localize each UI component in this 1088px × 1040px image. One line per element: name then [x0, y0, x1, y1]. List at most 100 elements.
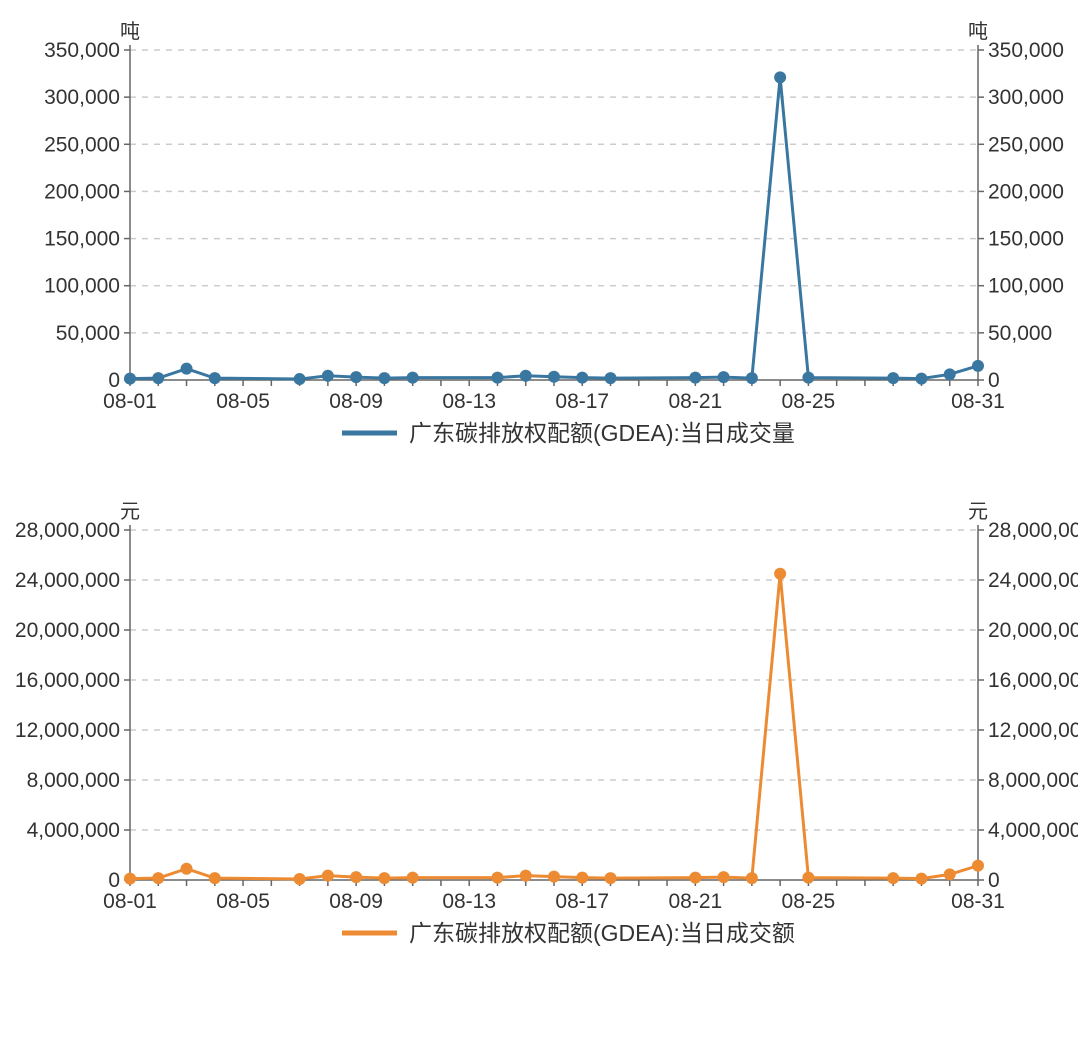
data-point — [774, 71, 786, 83]
data-point — [548, 371, 560, 383]
data-point — [209, 872, 221, 884]
y-right-tick: 300,000 — [988, 86, 1064, 109]
data-point — [887, 372, 899, 384]
data-point — [378, 872, 390, 884]
x-tick-label: 08-17 — [555, 390, 609, 413]
y-left-tick: 0 — [108, 869, 120, 892]
x-tick-label: 08-01 — [103, 890, 157, 913]
data-point — [774, 568, 786, 580]
data-point — [972, 860, 984, 872]
y-left-tick: 50,000 — [56, 322, 120, 345]
x-tick-label: 08-21 — [668, 890, 722, 913]
data-point — [322, 870, 334, 882]
x-tick-label: 08-17 — [555, 890, 609, 913]
series-line — [130, 574, 978, 879]
y-left-tick: 24,000,000 — [15, 569, 120, 592]
data-point — [576, 872, 588, 884]
x-tick-label: 08-13 — [442, 390, 496, 413]
legend-label: 广东碳排放权配额(GDEA):当日成交额 — [409, 920, 795, 946]
data-point — [350, 371, 362, 383]
y-left-tick: 350,000 — [44, 39, 120, 62]
x-tick-label: 08-25 — [782, 890, 836, 913]
data-point — [548, 871, 560, 883]
y-right-tick: 50,000 — [988, 322, 1052, 345]
y-left-tick: 250,000 — [44, 133, 120, 156]
y-right-tick: 0 — [988, 869, 1000, 892]
y-left-tick: 20,000,000 — [15, 619, 120, 642]
data-point — [350, 871, 362, 883]
y-right-tick: 350,000 — [988, 39, 1064, 62]
x-tick-label: 08-13 — [442, 890, 496, 913]
amount-chart: 0 0 4,000,000 4,000,000 8,000,000 8,000,000 12… — [10, 470, 1078, 970]
y-right-tick: 12,000,000 — [988, 719, 1078, 742]
x-tick-label: 08-05 — [216, 890, 270, 913]
y-left-tick: 200,000 — [44, 180, 120, 203]
x-tick-label: 08-31 — [951, 890, 1005, 913]
y-left-tick: 100,000 — [44, 275, 120, 298]
y-left-tick: 8,000,000 — [27, 769, 120, 792]
y-right-tick: 150,000 — [988, 228, 1064, 251]
data-point — [802, 372, 814, 384]
data-point — [689, 372, 701, 384]
data-point — [944, 868, 956, 880]
data-point — [689, 872, 701, 884]
x-tick-label: 08-01 — [103, 390, 157, 413]
data-point — [378, 372, 390, 384]
data-point — [407, 872, 419, 884]
y-right-tick: 250,000 — [988, 133, 1064, 156]
data-point — [294, 373, 306, 385]
y-unit-right: 元 — [968, 501, 988, 523]
y-left-tick: 150,000 — [44, 228, 120, 251]
data-point — [491, 872, 503, 884]
y-right-tick: 200,000 — [988, 180, 1064, 203]
data-point — [152, 872, 164, 884]
y-right-tick: 20,000,000 — [988, 619, 1078, 642]
data-point — [181, 363, 193, 375]
volume-chart: 0 0 50,000 50,000 100,000 100,000 150,000 150,0… — [10, 10, 1078, 470]
x-tick-label: 08-25 — [782, 390, 836, 413]
data-point — [491, 372, 503, 384]
x-tick-label: 08-05 — [216, 390, 270, 413]
y-left-tick: 0 — [108, 369, 120, 392]
x-tick-label: 08-09 — [329, 890, 383, 913]
chart-panel: 0 0 50,000 50,000 100,000 100,000 150,000 150,0… — [10, 10, 1078, 970]
data-point — [915, 873, 927, 885]
data-point — [520, 370, 532, 382]
y-left-tick: 12,000,000 — [15, 719, 120, 742]
data-point — [718, 871, 730, 883]
y-right-tick: 16,000,000 — [988, 669, 1078, 692]
y-left-tick: 4,000,000 — [27, 819, 120, 842]
data-point — [887, 872, 899, 884]
data-point — [746, 372, 758, 384]
data-point — [124, 373, 136, 385]
y-right-tick: 100,000 — [988, 275, 1064, 298]
y-right-tick: 0 — [988, 369, 1000, 392]
x-tick-label: 08-21 — [668, 390, 722, 413]
data-point — [124, 873, 136, 885]
data-point — [746, 872, 758, 884]
y-left-tick: 300,000 — [44, 86, 120, 109]
data-point — [718, 371, 730, 383]
data-point — [181, 863, 193, 875]
data-point — [972, 360, 984, 372]
x-tick-label: 08-09 — [329, 390, 383, 413]
y-right-tick: 28,000,000 — [988, 519, 1078, 542]
y-right-tick: 4,000,000 — [988, 819, 1078, 842]
y-unit-left: 吨 — [120, 20, 140, 43]
data-point — [209, 372, 221, 384]
y-left-tick: 28,000,000 — [15, 519, 120, 542]
y-unit-left: 元 — [120, 501, 140, 523]
data-point — [605, 872, 617, 884]
legend-label: 广东碳排放权配额(GDEA):当日成交量 — [409, 420, 795, 446]
data-point — [152, 372, 164, 384]
y-unit-right: 吨 — [968, 20, 988, 43]
data-point — [802, 872, 814, 884]
data-point — [605, 372, 617, 384]
data-point — [294, 873, 306, 885]
y-right-tick: 24,000,000 — [988, 569, 1078, 592]
y-right-tick: 8,000,000 — [988, 769, 1078, 792]
data-point — [576, 372, 588, 384]
data-point — [915, 373, 927, 385]
data-point — [944, 368, 956, 380]
y-left-tick: 16,000,000 — [15, 669, 120, 692]
